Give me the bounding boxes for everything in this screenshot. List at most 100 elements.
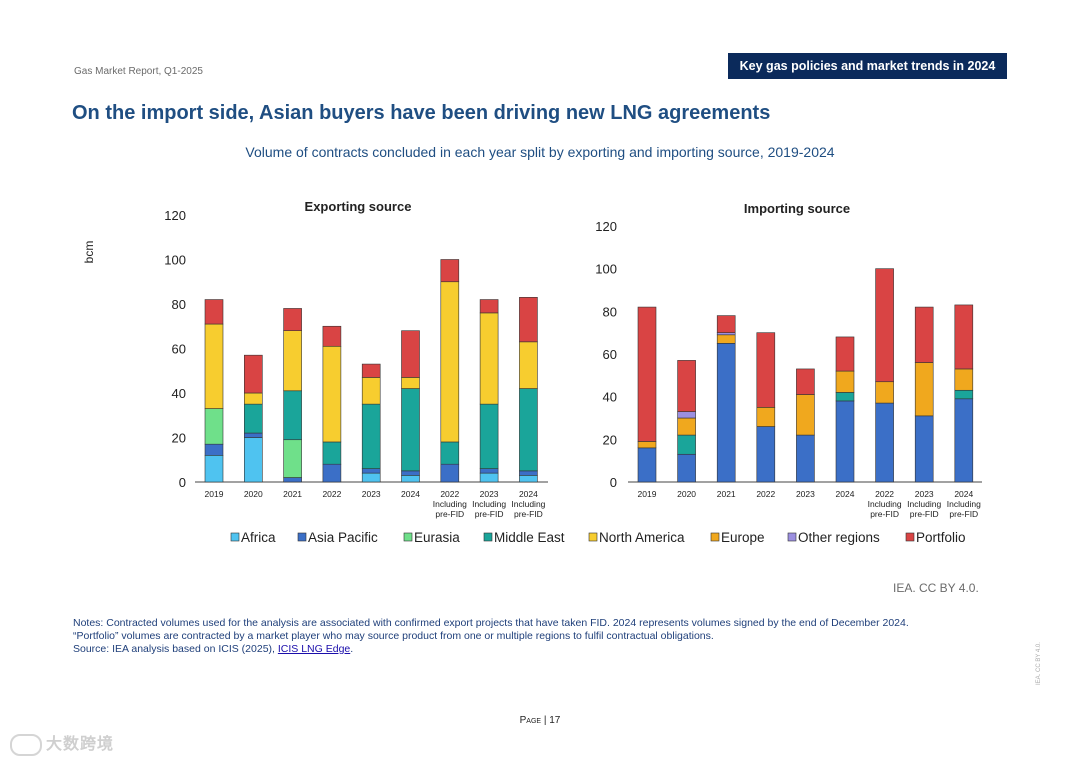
- bar-segment: [361, 468, 381, 474]
- bar-segment: [440, 281, 460, 443]
- bar-segment: [479, 403, 499, 469]
- x-tick-label: 2019: [205, 489, 224, 499]
- bar-segment: [244, 437, 263, 483]
- legend-swatch: [588, 532, 598, 542]
- x-tick-label: 2023: [915, 489, 934, 499]
- bar-segment: [914, 415, 934, 483]
- x-tick-label: 2024: [836, 489, 855, 499]
- bar-segment: [401, 388, 420, 472]
- bar-segment: [322, 325, 342, 347]
- source-suffix: .: [350, 643, 354, 655]
- x-tick-label: Including: [433, 499, 467, 509]
- bar-segment: [401, 330, 420, 378]
- bar-segment: [244, 403, 263, 434]
- panel-title-0: Exporting source: [305, 199, 412, 214]
- x-tick-label: Including: [947, 499, 981, 509]
- bar-segment: [479, 472, 499, 483]
- panel-title-1: Importing source: [744, 201, 850, 216]
- x-tick-label: 2022: [756, 489, 775, 499]
- bar-segment: [756, 426, 776, 483]
- y-tick-label: 80: [603, 304, 617, 319]
- page-title: On the import side, Asian buyers have be…: [72, 102, 771, 124]
- bar-segment: [479, 299, 499, 314]
- x-tick-label: pre-FID: [514, 509, 543, 519]
- legend-label: Middle East: [494, 530, 565, 545]
- bar-segment: [637, 447, 657, 483]
- bar-segment: [756, 332, 776, 408]
- notes-source: Source: IEA analysis based on ICIS (2025…: [73, 643, 1013, 656]
- x-tick-label: pre-FID: [475, 509, 504, 519]
- bar-segment: [914, 362, 934, 417]
- figure-credit: IEA. CC BY 4.0.: [893, 581, 979, 595]
- y-tick-label: 40: [172, 386, 186, 401]
- bar-segment: [244, 432, 263, 438]
- x-tick-label: 2020: [677, 489, 696, 499]
- report-name: Gas Market Report, Q1-2025: [74, 66, 203, 77]
- bar-segment: [440, 259, 460, 283]
- bar-segment: [954, 368, 974, 391]
- bar-segment: [519, 341, 538, 389]
- x-tick-label: 2020: [244, 489, 263, 499]
- x-tick-label: 2022: [875, 489, 894, 499]
- x-tick-label: 2022: [440, 489, 459, 499]
- x-tick-label: Including: [868, 499, 902, 509]
- page-number: Page | 17: [519, 715, 561, 726]
- legend-label: Other regions: [798, 530, 880, 545]
- legend-swatch: [905, 532, 915, 542]
- bar-segment: [204, 323, 224, 409]
- bar-segment: [519, 475, 538, 483]
- bar-segment: [875, 402, 894, 483]
- legend-swatch: [710, 532, 720, 542]
- bar-segment: [519, 388, 538, 472]
- x-tick-label: 2021: [283, 489, 302, 499]
- legend-label: Africa: [241, 530, 276, 545]
- bar-segment: [440, 441, 460, 465]
- notes-block: Notes: Contracted volumes used for the a…: [73, 617, 1013, 656]
- y-tick-label: 100: [595, 262, 617, 277]
- bar-segment: [322, 441, 342, 465]
- bar-segment: [283, 308, 302, 332]
- y-tick-label: 0: [179, 475, 186, 490]
- x-tick-label: pre-FID: [910, 509, 939, 519]
- y-tick-label: 120: [164, 208, 186, 223]
- bar-segment: [716, 334, 736, 344]
- source-prefix: Source: IEA analysis based on ICIS (2025…: [73, 643, 278, 655]
- y-tick-label: 120: [595, 219, 617, 234]
- bar-segment: [677, 417, 696, 436]
- legend-label: Eurasia: [414, 530, 460, 545]
- source-link[interactable]: ICIS LNG Edge: [277, 643, 351, 655]
- legend-swatch: [230, 532, 240, 542]
- bar-segment: [716, 343, 736, 483]
- bar-segment: [440, 463, 460, 483]
- y-tick-label: 100: [164, 253, 186, 268]
- bar-segment: [637, 306, 657, 442]
- legend-label: Europe: [721, 530, 765, 545]
- y-tick-label: 40: [603, 390, 617, 405]
- bar-segment: [244, 392, 263, 405]
- x-tick-label: 2023: [480, 489, 499, 499]
- x-tick-label: Including: [472, 499, 506, 509]
- bar-segment: [875, 381, 894, 404]
- chart-area: Exporting source bcm 0 20 40 60 80 100 120 2019 20…: [82, 199, 982, 545]
- watermark-logo-icon: [10, 733, 42, 756]
- page-num: 17: [549, 715, 561, 726]
- bar-segment: [401, 470, 420, 476]
- legend-label: Asia Pacific: [308, 530, 378, 545]
- bar-segment: [204, 299, 224, 325]
- x-tick-label: pre-FID: [435, 509, 464, 519]
- page-label: Page: [519, 715, 542, 726]
- side-credit: IEA. CC BY 4.0.: [1036, 642, 1042, 685]
- x-tick-label: 2024: [954, 489, 973, 499]
- y-tick-label: 80: [172, 297, 186, 312]
- bar-segment: [401, 377, 420, 389]
- x-tick-label: pre-FID: [870, 509, 899, 519]
- bar-segment: [954, 398, 974, 483]
- x-tick-label: 2021: [717, 489, 736, 499]
- bar-segment: [796, 434, 815, 483]
- legend-swatch: [297, 532, 307, 542]
- x-tick-label: 2022: [322, 489, 341, 499]
- x-tick-label: Including: [511, 499, 545, 509]
- bar-segment: [519, 470, 538, 476]
- bar-segment: [954, 389, 974, 400]
- bar-segment: [283, 477, 302, 483]
